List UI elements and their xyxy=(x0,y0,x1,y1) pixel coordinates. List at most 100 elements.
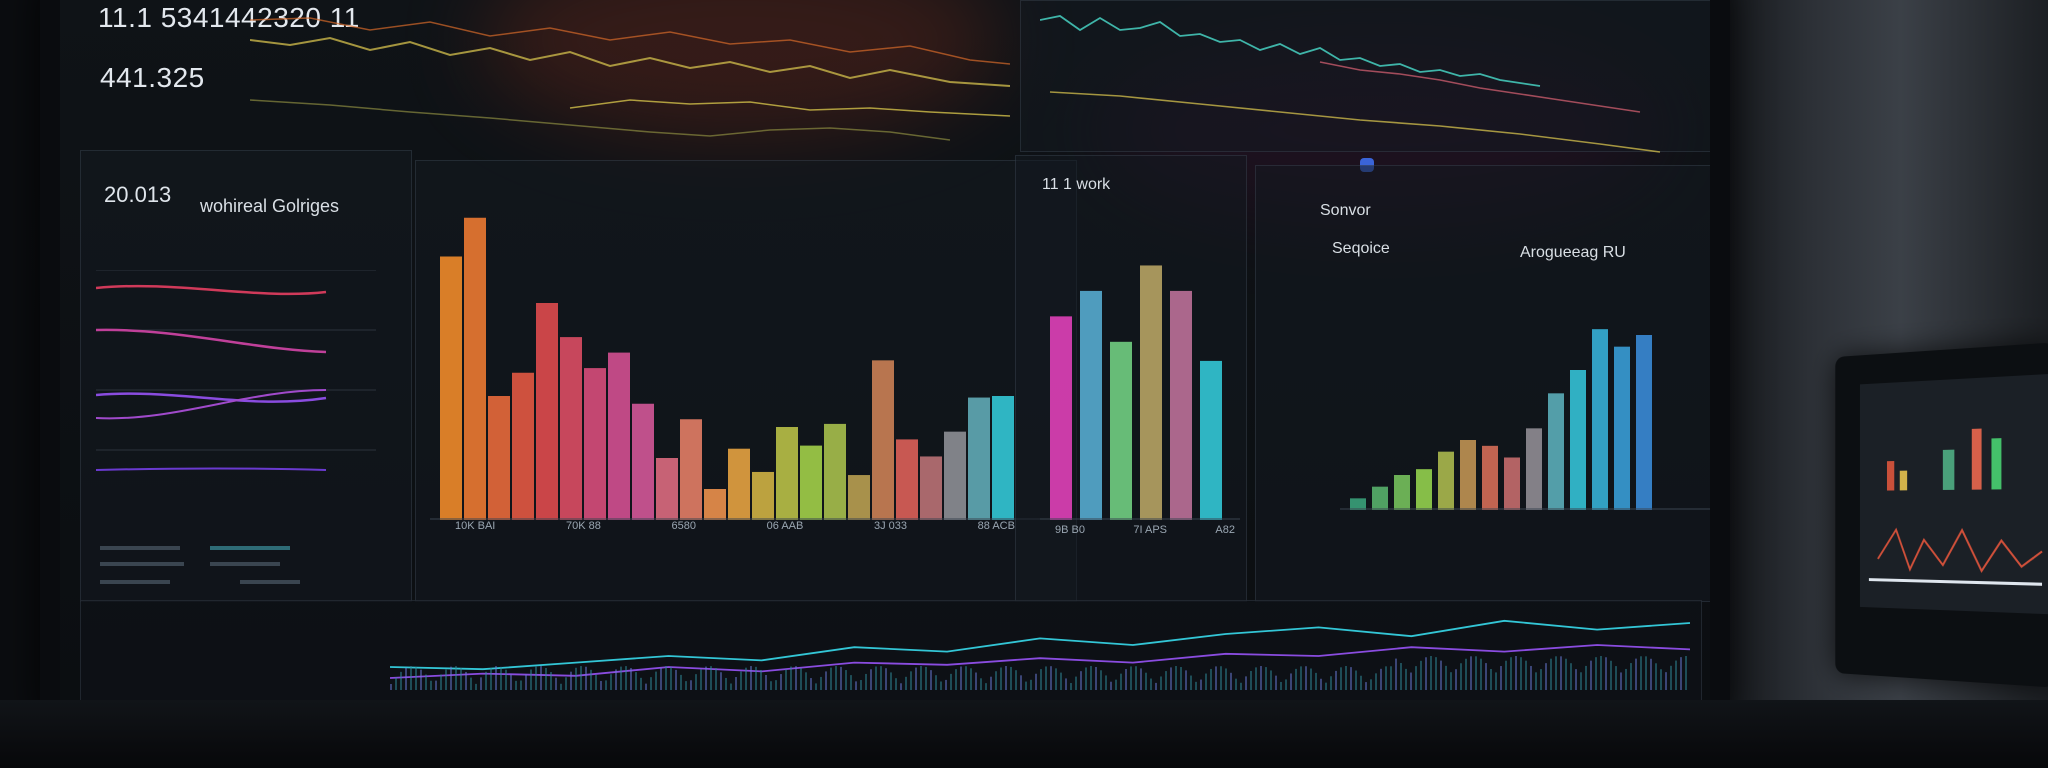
chart-bar xyxy=(1110,341,1132,520)
wave-bar xyxy=(840,666,842,690)
chart-bar xyxy=(680,419,702,520)
wave-bar xyxy=(630,668,632,690)
legend-bar-6 xyxy=(240,580,300,584)
chart-bar xyxy=(992,396,1014,520)
wave-bar xyxy=(670,666,672,690)
chart-bar xyxy=(632,403,654,520)
wave-bar xyxy=(1650,658,1652,690)
wave-bar xyxy=(770,681,772,690)
chart-bar xyxy=(1636,335,1652,510)
chart-bar xyxy=(1482,445,1498,510)
wave-bar xyxy=(790,666,792,690)
wave-bar xyxy=(1275,675,1277,690)
wave-bar xyxy=(470,677,472,690)
series-line-gold xyxy=(569,99,1010,117)
wave-bar xyxy=(845,670,847,690)
chart-bar xyxy=(776,427,798,520)
wave-bar xyxy=(410,666,412,690)
wave-bar xyxy=(620,666,622,690)
series-line-cyan xyxy=(1040,15,1541,87)
chart-bar xyxy=(1140,265,1162,520)
wave-bar xyxy=(1005,666,1007,690)
chart-bar xyxy=(560,337,582,520)
wave-bar xyxy=(815,683,817,690)
wave-bar xyxy=(680,674,682,690)
wave-bar xyxy=(810,678,812,690)
wave-bar xyxy=(475,683,477,690)
wave-bar xyxy=(530,669,532,690)
wave-bar xyxy=(785,669,787,690)
legend-bar-5 xyxy=(100,580,170,584)
side-bar-2 xyxy=(1899,470,1908,491)
series-line-yellow xyxy=(250,36,1010,87)
wave-bar xyxy=(1400,662,1402,690)
wave-bar xyxy=(1545,663,1547,690)
wave-bar xyxy=(1460,663,1462,690)
side-monitor-chart xyxy=(1868,428,2048,586)
chart-bar xyxy=(1350,498,1366,510)
wave-bar xyxy=(1080,671,1082,690)
side-bar-4 xyxy=(1971,428,1982,490)
chart-bar xyxy=(1592,329,1608,510)
side-bar-5 xyxy=(1991,438,2002,490)
wave-bar xyxy=(675,669,677,690)
side-baseline xyxy=(1868,578,2043,586)
wave-bar xyxy=(755,666,757,690)
chart-bar xyxy=(704,489,726,520)
chart-bar xyxy=(872,360,894,520)
left-series-purple xyxy=(96,392,327,403)
series-line-orange xyxy=(250,17,1010,65)
wave-bar xyxy=(700,669,702,690)
wave-bar xyxy=(585,666,587,690)
wave-bar xyxy=(1025,681,1027,690)
left-panel-lines xyxy=(96,270,376,471)
wave-bar xyxy=(860,680,862,690)
wave-series-1 xyxy=(390,619,1690,671)
wave-bar xyxy=(1540,669,1542,690)
chart-bar xyxy=(800,445,822,520)
desk-surface xyxy=(0,700,2048,768)
chart-bar xyxy=(824,423,846,520)
wave-bar xyxy=(1145,672,1147,690)
wave-bar xyxy=(1105,675,1107,690)
wave-bar xyxy=(1620,672,1622,690)
wave-bar xyxy=(1155,682,1157,690)
wave-bar xyxy=(895,678,897,690)
wave-bar xyxy=(1670,665,1672,690)
wave-bar xyxy=(1320,678,1322,690)
wave-bar xyxy=(1330,676,1332,690)
wave-bar xyxy=(1110,681,1112,690)
wave-bar xyxy=(445,669,447,690)
wave-bar xyxy=(1160,676,1162,690)
wave-bar xyxy=(1280,681,1282,690)
wave-bar xyxy=(1375,673,1377,690)
wave-bar xyxy=(660,667,662,690)
wave-bar xyxy=(1125,669,1127,690)
wave-bar xyxy=(1055,668,1057,690)
wave-bar xyxy=(1570,663,1572,690)
wave-bar xyxy=(1655,663,1657,690)
wave-bar xyxy=(1665,672,1667,690)
wave-bar xyxy=(625,666,627,690)
wave-bar xyxy=(495,666,497,690)
wave-bar xyxy=(525,674,527,690)
wave-bar xyxy=(1390,666,1392,690)
wave-bar xyxy=(1445,665,1447,690)
chart-bar xyxy=(1438,451,1454,510)
wave-bar xyxy=(635,672,637,690)
legend-bar-1 xyxy=(100,546,180,550)
side-bar-3 xyxy=(1942,449,1955,490)
wave-bar xyxy=(1120,673,1122,690)
chart-bar xyxy=(1170,290,1192,520)
chart-bar xyxy=(1080,290,1102,520)
legend-bar-4 xyxy=(210,562,280,566)
wave-bar xyxy=(600,680,602,690)
wave-bar xyxy=(1425,657,1427,690)
wave-bar xyxy=(1325,682,1327,690)
chart-bar xyxy=(1570,370,1586,510)
chart-bar xyxy=(944,431,966,520)
wave-bar xyxy=(1585,665,1587,690)
wave-bar xyxy=(1245,676,1247,690)
wave-bar xyxy=(1315,672,1317,690)
wave-bar xyxy=(735,677,737,690)
